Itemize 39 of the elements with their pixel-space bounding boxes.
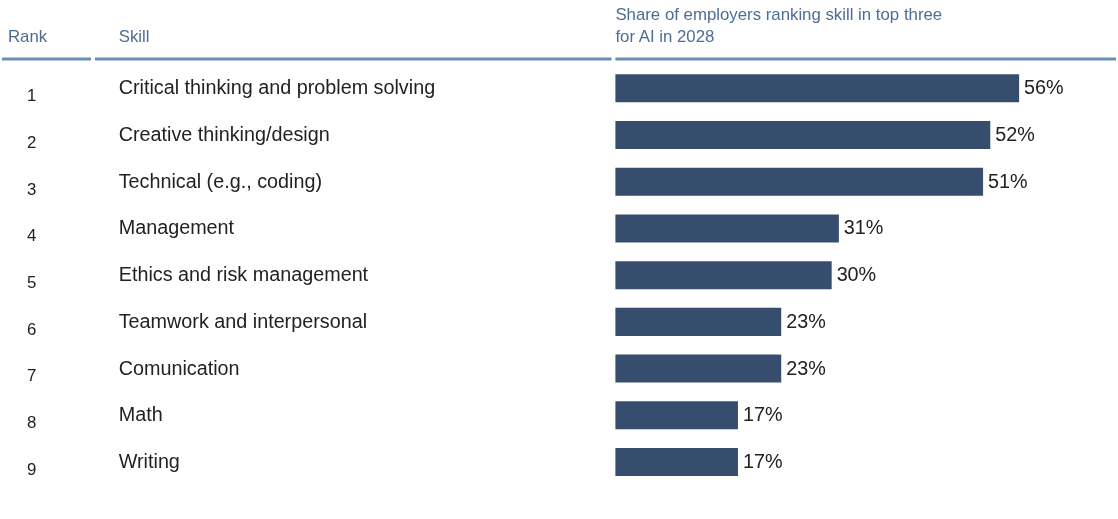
y2-tick-label: 3 <box>26 179 37 199</box>
y-tick-label: Creative thinking/design <box>118 122 330 145</box>
bar <box>615 354 782 383</box>
data-label: 31% <box>843 216 884 239</box>
data-label: 17% <box>742 449 783 472</box>
y2-tick-label: 1 <box>26 86 37 106</box>
y-tick-label: Math <box>118 403 163 426</box>
bar <box>615 261 832 290</box>
bar <box>615 167 984 196</box>
y2-tick-label: 7 <box>26 366 37 386</box>
x-axis-title: Share of employers ranking skill in top three for AI in 2028 <box>615 5 943 47</box>
y-tick-label: Ethics and risk management <box>118 263 369 286</box>
y-tick-label: Comunication <box>118 356 240 379</box>
data-label: 56% <box>1024 76 1064 99</box>
data-label: 23% <box>786 356 826 379</box>
y2-tick-label: 2 <box>26 132 37 152</box>
data-label: 30% <box>836 263 877 286</box>
y-tick-label: Teamwork and interpersonal <box>118 309 368 332</box>
y-tick-label: Critical thinking and problem solving <box>118 76 436 99</box>
bar <box>615 307 782 336</box>
y2-tick-label: 6 <box>26 319 37 339</box>
y2-tick-label: 9 <box>26 459 37 479</box>
text: Rank <box>7 27 48 47</box>
bar <box>615 401 738 430</box>
y-tick-label: Writing <box>118 449 180 472</box>
data-label: 52% <box>995 122 1035 145</box>
bar <box>615 448 738 477</box>
y2-tick-label: 4 <box>26 226 37 246</box>
bar <box>615 214 839 243</box>
y2-tick-label: 5 <box>26 273 37 293</box>
y-axis-title: Skill <box>118 27 150 47</box>
data-label: 51% <box>988 169 1028 192</box>
y-tick-label: Management <box>118 216 235 239</box>
data-label: 23% <box>786 309 826 332</box>
y2-tick-label: 8 <box>26 413 37 433</box>
bar <box>615 74 1020 103</box>
y-tick-label: Technical (e.g., coding) <box>118 169 322 192</box>
bar <box>615 120 991 150</box>
data-label: 17% <box>742 403 783 426</box>
